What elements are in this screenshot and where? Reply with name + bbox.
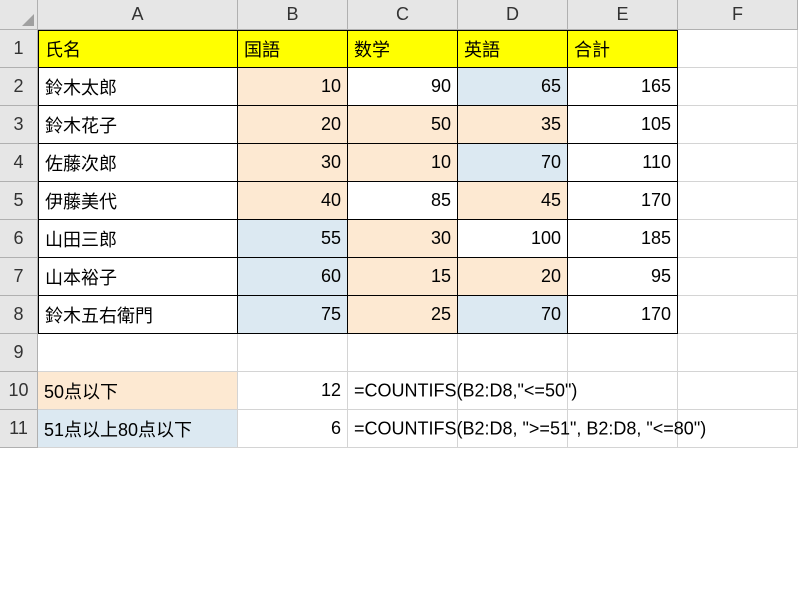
cell-gokei[interactable]: 170	[568, 182, 678, 220]
header-sugaku[interactable]: 数学	[348, 30, 458, 68]
cell-kokugo[interactable]: 40	[238, 182, 348, 220]
row-header-6[interactable]: 6	[0, 220, 38, 258]
cell-sugaku[interactable]: 85	[348, 182, 458, 220]
summary-formula[interactable]: =COUNTIFS(B2:D8,"<=50")	[348, 372, 458, 410]
cell-sugaku[interactable]: 90	[348, 68, 458, 106]
formula-text: =COUNTIFS(B2:D8,"<=50")	[354, 380, 577, 401]
cell-name[interactable]: 鈴木花子	[38, 106, 238, 144]
cell-f10[interactable]	[678, 372, 798, 410]
table-row: 3 鈴木花子 20 50 35 105	[0, 106, 798, 144]
cell-kokugo[interactable]: 10	[238, 68, 348, 106]
cell-kokugo[interactable]: 75	[238, 296, 348, 334]
table-row: 2 鈴木太郎 10 90 65 165	[0, 68, 798, 106]
cell-sugaku[interactable]: 15	[348, 258, 458, 296]
row-header-10[interactable]: 10	[0, 372, 38, 410]
table-row: 6 山田三郎 55 30 100 185	[0, 220, 798, 258]
cell-eigo[interactable]: 70	[458, 296, 568, 334]
cell-gokei[interactable]: 170	[568, 296, 678, 334]
col-header-f[interactable]: F	[678, 0, 798, 30]
cell-kokugo[interactable]: 60	[238, 258, 348, 296]
row-header-8[interactable]: 8	[0, 296, 38, 334]
cell-f5[interactable]	[678, 182, 798, 220]
cell-eigo[interactable]: 70	[458, 144, 568, 182]
summary-formula[interactable]: =COUNTIFS(B2:D8, ">=51", B2:D8, "<=80")	[348, 410, 458, 448]
cell-eigo[interactable]: 35	[458, 106, 568, 144]
cell-f2[interactable]	[678, 68, 798, 106]
cell-name[interactable]: 伊藤美代	[38, 182, 238, 220]
cell-name[interactable]: 鈴木五右衛門	[38, 296, 238, 334]
cell-b9[interactable]	[238, 334, 348, 372]
table-row: 4 佐藤次郎 30 10 70 110	[0, 144, 798, 182]
cell-eigo[interactable]: 20	[458, 258, 568, 296]
select-all-corner[interactable]	[0, 0, 38, 30]
cell-e10[interactable]	[568, 372, 678, 410]
cell-f6[interactable]	[678, 220, 798, 258]
formula-text: =COUNTIFS(B2:D8, ">=51", B2:D8, "<=80")	[354, 418, 706, 439]
cell-f1[interactable]	[678, 30, 798, 68]
cell-sugaku[interactable]: 25	[348, 296, 458, 334]
summary-value[interactable]: 6	[238, 410, 348, 448]
table-row: 8 鈴木五右衛門 75 25 70 170	[0, 296, 798, 334]
row-header-3[interactable]: 3	[0, 106, 38, 144]
cell-eigo[interactable]: 100	[458, 220, 568, 258]
table-row: 5 伊藤美代 40 85 45 170	[0, 182, 798, 220]
cell-eigo[interactable]: 45	[458, 182, 568, 220]
cell-gokei[interactable]: 110	[568, 144, 678, 182]
cell-kokugo[interactable]: 55	[238, 220, 348, 258]
cell-a9[interactable]	[38, 334, 238, 372]
cell-f7[interactable]	[678, 258, 798, 296]
cell-kokugo[interactable]: 30	[238, 144, 348, 182]
header-gokei[interactable]: 合計	[568, 30, 678, 68]
cell-gokei[interactable]: 105	[568, 106, 678, 144]
cell-f8[interactable]	[678, 296, 798, 334]
cell-f9[interactable]	[678, 334, 798, 372]
cell-e9[interactable]	[568, 334, 678, 372]
row-header-11[interactable]: 11	[0, 410, 38, 448]
cell-gokei[interactable]: 95	[568, 258, 678, 296]
summary-row: 11 51点以上80点以下 6 =COUNTIFS(B2:D8, ">=51",…	[0, 410, 798, 448]
summary-label[interactable]: 51点以上80点以下	[38, 410, 238, 448]
row-header-9[interactable]: 9	[0, 334, 38, 372]
summary-row: 10 50点以下 12 =COUNTIFS(B2:D8,"<=50")	[0, 372, 798, 410]
cell-name[interactable]: 鈴木太郎	[38, 68, 238, 106]
summary-value[interactable]: 12	[238, 372, 348, 410]
col-header-b[interactable]: B	[238, 0, 348, 30]
spreadsheet: A B C D E F 1 氏名 国語 数学 英語 合計 2 鈴木太郎 10 9…	[0, 0, 798, 448]
cell-gokei[interactable]: 165	[568, 68, 678, 106]
cell-sugaku[interactable]: 30	[348, 220, 458, 258]
cell-c9[interactable]	[348, 334, 458, 372]
header-name[interactable]: 氏名	[38, 30, 238, 68]
row-header-1[interactable]: 1	[0, 30, 38, 68]
cell-name[interactable]: 佐藤次郎	[38, 144, 238, 182]
col-header-a[interactable]: A	[38, 0, 238, 30]
column-header-row: A B C D E F	[0, 0, 798, 30]
header-eigo[interactable]: 英語	[458, 30, 568, 68]
cell-f4[interactable]	[678, 144, 798, 182]
cell-sugaku[interactable]: 10	[348, 144, 458, 182]
cell-d9[interactable]	[458, 334, 568, 372]
row-header-4[interactable]: 4	[0, 144, 38, 182]
table-row: 7 山本裕子 60 15 20 95	[0, 258, 798, 296]
cell-kokugo[interactable]: 20	[238, 106, 348, 144]
row-header-5[interactable]: 5	[0, 182, 38, 220]
cell-sugaku[interactable]: 50	[348, 106, 458, 144]
summary-label[interactable]: 50点以下	[38, 372, 238, 410]
row-header-7[interactable]: 7	[0, 258, 38, 296]
cell-gokei[interactable]: 185	[568, 220, 678, 258]
col-header-e[interactable]: E	[568, 0, 678, 30]
cell-name[interactable]: 山田三郎	[38, 220, 238, 258]
col-header-d[interactable]: D	[458, 0, 568, 30]
header-kokugo[interactable]: 国語	[238, 30, 348, 68]
row-header-2[interactable]: 2	[0, 68, 38, 106]
col-header-c[interactable]: C	[348, 0, 458, 30]
table-header-row: 1 氏名 国語 数学 英語 合計	[0, 30, 798, 68]
cell-eigo[interactable]: 65	[458, 68, 568, 106]
cell-f3[interactable]	[678, 106, 798, 144]
empty-row: 9	[0, 334, 798, 372]
cell-name[interactable]: 山本裕子	[38, 258, 238, 296]
